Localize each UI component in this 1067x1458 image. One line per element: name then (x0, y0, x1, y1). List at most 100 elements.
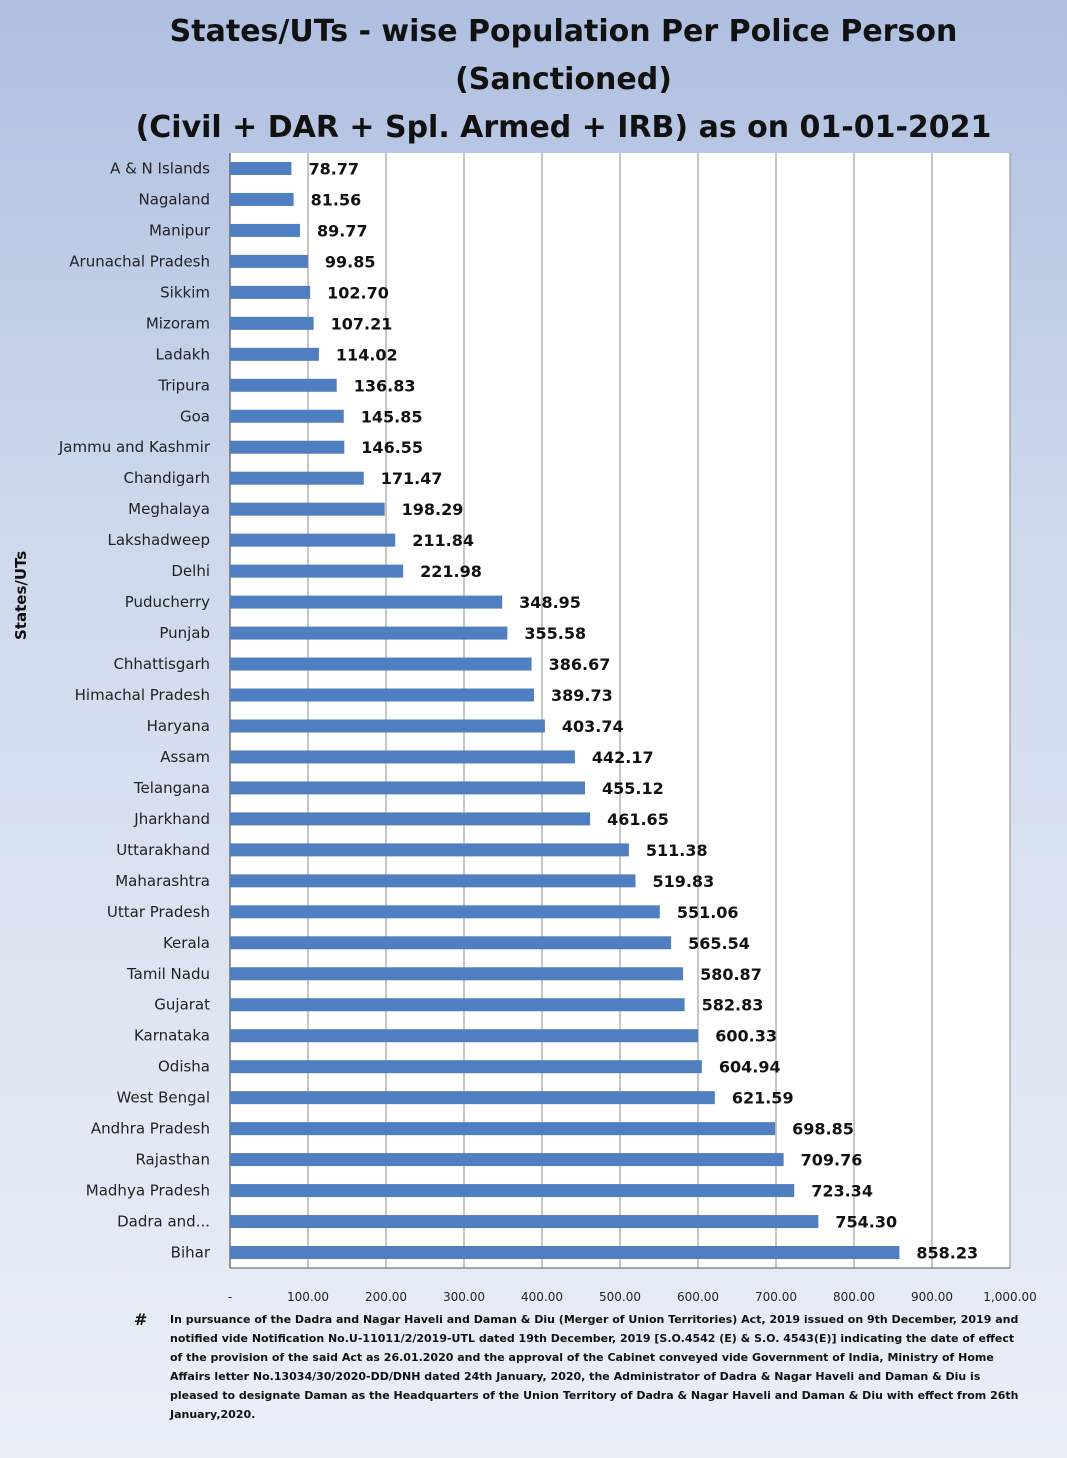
footnote-mark: # (134, 1310, 148, 1329)
category-label: Maharashtra (115, 872, 210, 890)
category-label: Arunachal Pradesh (69, 252, 210, 270)
bar (230, 192, 294, 206)
bar (230, 967, 684, 981)
data-label: 81.56 (311, 190, 362, 209)
bar (230, 1215, 819, 1229)
data-label: 107.21 (331, 314, 393, 333)
category-label: Rajasthan (135, 1151, 210, 1169)
bar (230, 564, 404, 578)
chart-title-line-1: States/UTs - wise Population Per Police … (169, 14, 958, 49)
category-label: Puducherry (125, 593, 210, 611)
bar (230, 750, 575, 764)
category-label: Madhya Pradesh (86, 1182, 210, 1200)
bar (230, 471, 364, 485)
bar (230, 316, 314, 330)
bar (230, 998, 685, 1012)
data-label: 442.17 (592, 748, 654, 767)
data-label: 604.94 (719, 1058, 781, 1077)
data-label: 386.67 (549, 655, 611, 674)
bar (230, 626, 508, 640)
data-label: 114.02 (336, 345, 398, 364)
bar (230, 1122, 776, 1136)
data-label: 519.83 (652, 872, 714, 891)
bar (230, 688, 534, 702)
x-tick-label: 600.00 (677, 1290, 719, 1304)
category-label: Chandigarh (124, 469, 211, 487)
category-label: Jharkhand (133, 810, 210, 828)
x-tick-label: 200.00 (365, 1290, 407, 1304)
data-label: 580.87 (700, 965, 762, 984)
footnote: # In pursuance of the Dadra and Nagar Ha… (134, 1310, 1020, 1424)
x-tick-label: 100.00 (287, 1290, 329, 1304)
bar (230, 347, 319, 361)
x-tick-label: 900.00 (911, 1290, 953, 1304)
bar (230, 440, 345, 454)
category-label: A & N Islands (110, 159, 210, 177)
data-label: 221.98 (420, 562, 482, 581)
y-axis-label: States/UTs (12, 550, 30, 640)
category-label: Bihar (171, 1244, 211, 1262)
bar (230, 409, 344, 423)
category-label: Andhra Pradesh (91, 1120, 210, 1138)
bar (230, 905, 660, 919)
bar (230, 936, 672, 950)
chart-title-line-3: (Civil + DAR + Spl. Armed + IRB) as on 0… (135, 110, 992, 145)
data-label: 565.54 (688, 934, 750, 953)
category-label: Nagaland (138, 190, 210, 208)
data-label: 348.95 (519, 593, 581, 612)
category-label: Odisha (158, 1058, 210, 1076)
data-label: 89.77 (317, 221, 368, 240)
category-label: Chhattisgarh (113, 655, 210, 673)
data-label: 754.30 (835, 1213, 897, 1232)
category-label: Goa (180, 407, 210, 425)
bar (230, 254, 308, 268)
data-label: 582.83 (702, 996, 764, 1015)
bar-chart-svg: - 100.00 200.00 300.00 400.00 500.00 600.00 700… (58, 153, 1037, 1304)
bar (230, 1091, 715, 1105)
category-label: Gujarat (154, 996, 210, 1014)
bar (230, 812, 591, 826)
category-label: Tamil Nadu (126, 965, 210, 983)
data-label: 511.38 (646, 841, 708, 860)
bar (230, 1246, 900, 1260)
bar (230, 1029, 699, 1043)
x-tick-label: 500.00 (599, 1290, 641, 1304)
bar (230, 781, 585, 795)
data-label: 709.76 (801, 1151, 863, 1170)
data-label: 698.85 (792, 1120, 854, 1139)
category-label: Sikkim (160, 283, 210, 301)
data-label: 99.85 (325, 252, 376, 271)
data-label: 600.33 (715, 1027, 777, 1046)
bar (230, 657, 532, 671)
category-label: Uttarakhand (116, 841, 210, 859)
x-tick-label: 1,000.00 (983, 1290, 1036, 1304)
bar (230, 502, 385, 516)
x-tick-label: 800.00 (833, 1290, 875, 1304)
data-label: 146.55 (361, 438, 423, 457)
data-label: 211.84 (412, 531, 474, 550)
category-label: Lakshadweep (107, 531, 210, 549)
category-label: Mizoram (146, 314, 210, 332)
data-label: 723.34 (811, 1182, 873, 1201)
category-label: Manipur (149, 221, 211, 239)
x-tick-label: 700.00 (755, 1290, 797, 1304)
category-label: Himachal Pradesh (75, 686, 210, 704)
category-label: Assam (160, 748, 210, 766)
data-label: 621.59 (732, 1089, 794, 1108)
data-label: 198.29 (402, 500, 464, 519)
x-tick-label: 400.00 (521, 1290, 563, 1304)
bar (230, 874, 636, 888)
bar (230, 1153, 784, 1167)
category-label: Meghalaya (128, 500, 210, 518)
data-label: 78.77 (308, 159, 359, 178)
category-label: Uttar Pradesh (107, 903, 210, 921)
category-label: Kerala (163, 934, 210, 952)
data-label: 551.06 (677, 903, 739, 922)
bar (230, 223, 301, 237)
data-label: 389.73 (551, 686, 613, 705)
data-label: 858.23 (916, 1244, 978, 1263)
category-label: Tripura (157, 376, 210, 394)
bar (230, 843, 629, 857)
bar (230, 1184, 795, 1198)
